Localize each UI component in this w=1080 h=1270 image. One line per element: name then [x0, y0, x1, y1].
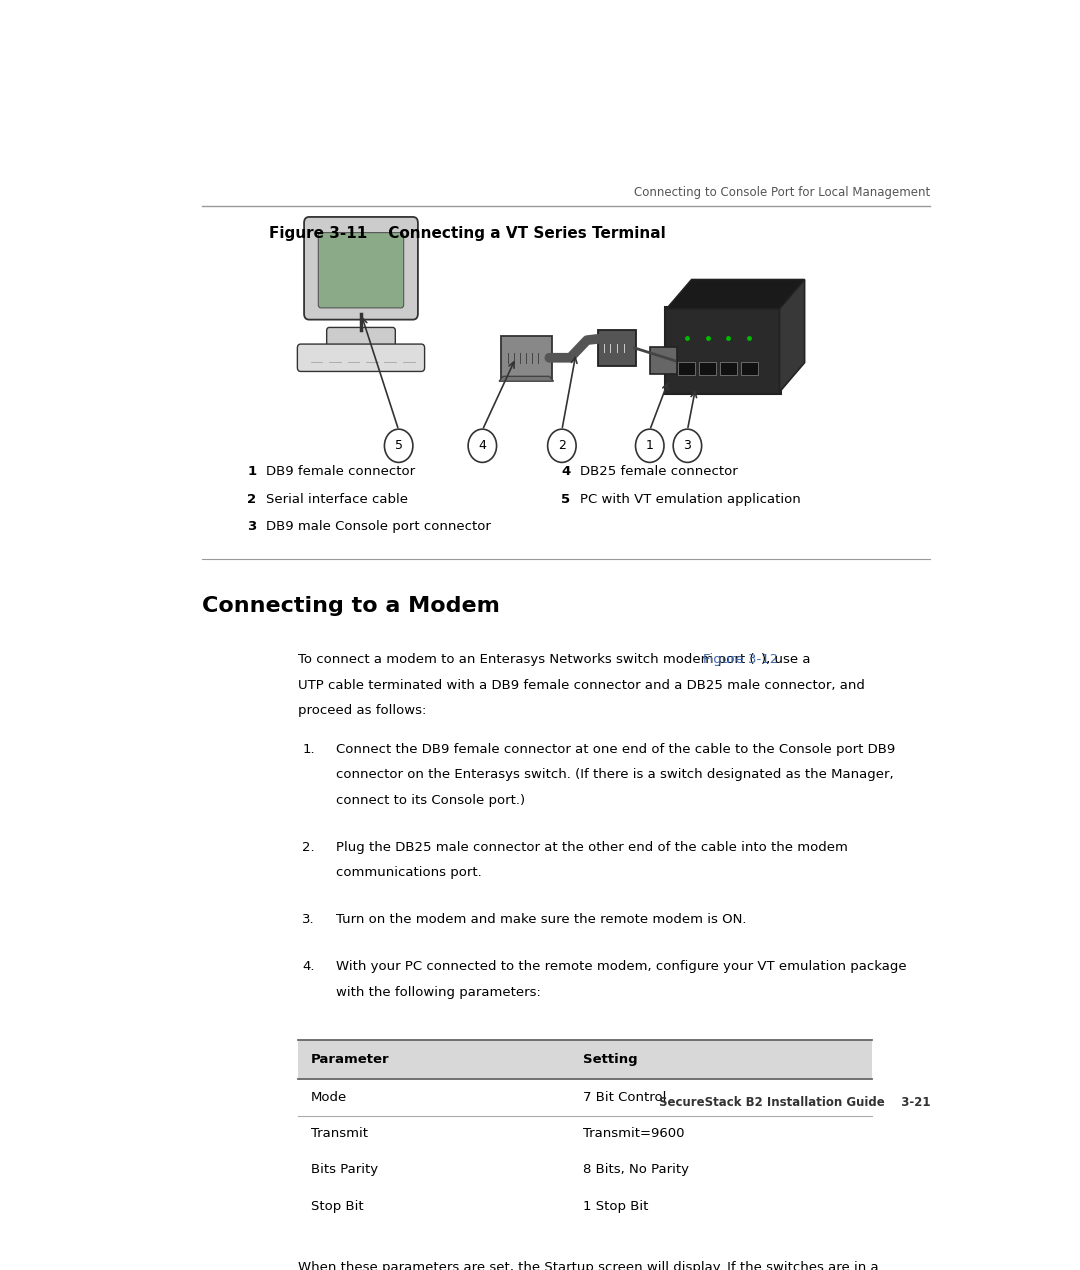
Text: connect to its Console port.): connect to its Console port.) — [336, 794, 525, 806]
Text: 1 Stop Bit: 1 Stop Bit — [583, 1200, 648, 1213]
Text: Connect the DB9 female connector at one end of the cable to the Console port DB9: Connect the DB9 female connector at one … — [336, 743, 895, 756]
Text: 3: 3 — [247, 521, 256, 533]
FancyBboxPatch shape — [297, 344, 424, 371]
Circle shape — [673, 429, 702, 462]
Text: 2: 2 — [247, 493, 256, 505]
Text: Connecting to a Modem: Connecting to a Modem — [202, 597, 500, 616]
Text: 1: 1 — [646, 439, 653, 452]
Text: 3: 3 — [684, 439, 691, 452]
FancyBboxPatch shape — [650, 347, 676, 375]
FancyBboxPatch shape — [665, 307, 781, 394]
Text: When these parameters are set, the Startup screen will display. If the switches : When these parameters are set, the Start… — [298, 1261, 879, 1270]
Text: Figure 3-11    Connecting a VT Series Terminal: Figure 3-11 Connecting a VT Series Termi… — [269, 226, 665, 241]
Polygon shape — [780, 279, 805, 392]
Circle shape — [384, 429, 413, 462]
Text: Transmit=9600: Transmit=9600 — [583, 1128, 685, 1140]
Circle shape — [468, 429, 497, 462]
Text: Stop Bit: Stop Bit — [311, 1200, 363, 1213]
FancyBboxPatch shape — [326, 328, 395, 349]
Text: 2: 2 — [558, 439, 566, 452]
Text: 7 Bit Control: 7 Bit Control — [583, 1091, 666, 1104]
FancyBboxPatch shape — [720, 362, 737, 376]
Text: With your PC connected to the remote modem, configure your VT emulation package: With your PC connected to the remote mod… — [336, 960, 906, 973]
FancyBboxPatch shape — [598, 330, 636, 366]
Text: 4: 4 — [478, 439, 486, 452]
Text: DB9 female connector: DB9 female connector — [267, 465, 416, 479]
Text: 4.: 4. — [302, 960, 315, 973]
Text: 5: 5 — [394, 439, 403, 452]
Text: DB9 male Console port connector: DB9 male Console port connector — [267, 521, 491, 533]
Text: communications port.: communications port. — [336, 866, 482, 879]
Text: PC with VT emulation application: PC with VT emulation application — [580, 493, 801, 505]
FancyBboxPatch shape — [298, 1040, 872, 1080]
Text: proceed as follows:: proceed as follows: — [298, 704, 427, 718]
FancyBboxPatch shape — [678, 362, 694, 376]
Text: ), use a: ), use a — [760, 653, 810, 665]
Text: DB25 female connector: DB25 female connector — [580, 465, 738, 479]
FancyBboxPatch shape — [699, 362, 716, 376]
Text: 2.: 2. — [302, 841, 315, 853]
FancyBboxPatch shape — [501, 337, 552, 380]
Text: Bits Parity: Bits Parity — [311, 1163, 378, 1176]
Text: UTP cable terminated with a DB9 female connector and a DB25 male connector, and: UTP cable terminated with a DB9 female c… — [298, 678, 865, 691]
Text: 1.: 1. — [302, 743, 315, 756]
FancyBboxPatch shape — [741, 362, 758, 376]
Text: SecureStack B2 Installation Guide    3-21: SecureStack B2 Installation Guide 3-21 — [659, 1096, 930, 1109]
Text: Turn on the modem and make sure the remote modem is ON.: Turn on the modem and make sure the remo… — [336, 913, 746, 926]
Text: Plug the DB25 male connector at the other end of the cable into the modem: Plug the DB25 male connector at the othe… — [336, 841, 848, 853]
Polygon shape — [666, 279, 805, 309]
Text: Mode: Mode — [311, 1091, 347, 1104]
Circle shape — [635, 429, 664, 462]
Text: 5: 5 — [562, 493, 570, 505]
Text: 3.: 3. — [302, 913, 315, 926]
Text: Transmit: Transmit — [311, 1128, 368, 1140]
Text: Serial interface cable: Serial interface cable — [267, 493, 408, 505]
Text: connector on the Enterasys switch. (If there is a switch designated as the Manag: connector on the Enterasys switch. (If t… — [336, 768, 893, 781]
Text: Parameter: Parameter — [311, 1053, 390, 1067]
FancyBboxPatch shape — [319, 232, 404, 307]
Text: with the following parameters:: with the following parameters: — [336, 986, 541, 998]
Text: Figure 3-12: Figure 3-12 — [703, 653, 779, 665]
FancyBboxPatch shape — [305, 217, 418, 320]
Text: 8 Bits, No Parity: 8 Bits, No Parity — [583, 1163, 689, 1176]
Text: 4: 4 — [561, 465, 570, 479]
Circle shape — [548, 429, 576, 462]
Text: To connect a modem to an Enterasys Networks switch modem port (: To connect a modem to an Enterasys Netwo… — [298, 653, 755, 665]
Text: 1: 1 — [247, 465, 256, 479]
Polygon shape — [499, 376, 554, 381]
Text: Setting: Setting — [583, 1053, 637, 1067]
Text: Connecting to Console Port for Local Management: Connecting to Console Port for Local Man… — [634, 187, 930, 199]
